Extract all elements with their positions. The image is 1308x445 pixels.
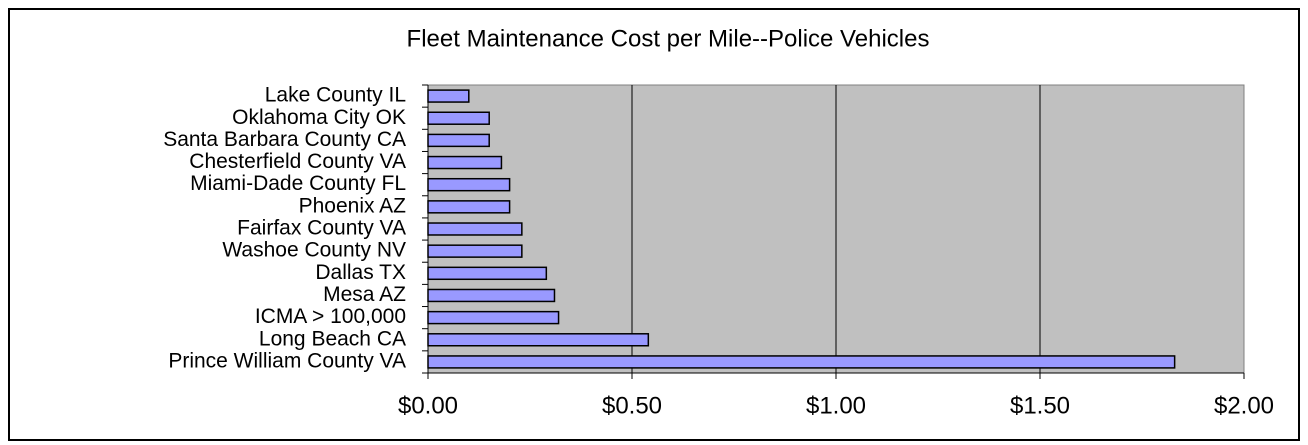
y-tick-label: Miami-Dade County FL: [190, 172, 406, 195]
y-tick-label: Dallas TX: [315, 261, 406, 284]
y-tick-label: Washoe County NV: [222, 239, 406, 262]
bar: [427, 266, 548, 281]
x-tick-label: $2.00: [1214, 392, 1274, 419]
y-tick-label: Lake County IL: [265, 84, 406, 107]
bar: [427, 111, 490, 125]
bar: [427, 222, 523, 236]
y-tick-label: Oklahoma City OK: [232, 106, 406, 129]
bar: [427, 133, 490, 148]
bar: [427, 310, 560, 325]
bar: [427, 288, 556, 303]
y-tick-label: Fairfax County VA: [237, 217, 406, 240]
y-tick-label: Phoenix AZ: [299, 194, 407, 217]
x-tick-label: $1.00: [806, 392, 866, 419]
bar: [427, 333, 650, 347]
bar: [427, 177, 511, 192]
y-tick-label: Mesa AZ: [323, 283, 406, 306]
y-tick-label: Chesterfield County VA: [189, 150, 406, 173]
chart-title: Fleet Maintenance Cost per Mile--Police …: [407, 25, 930, 52]
x-tick-label: $0.50: [602, 392, 662, 419]
bar: [427, 89, 470, 103]
x-tick-label: $0.00: [398, 392, 458, 419]
bar: [427, 355, 1176, 369]
x-tick-label: $1.50: [1010, 392, 1070, 419]
y-tick-label: ICMA > 100,000: [255, 305, 406, 328]
bar: [427, 155, 503, 170]
y-tick-label: Prince William County VA: [168, 349, 406, 372]
bar: [427, 244, 523, 258]
y-tick-label: Long Beach CA: [259, 327, 406, 350]
bar: [427, 200, 511, 214]
y-tick-label: Santa Barbara County CA: [163, 128, 406, 151]
